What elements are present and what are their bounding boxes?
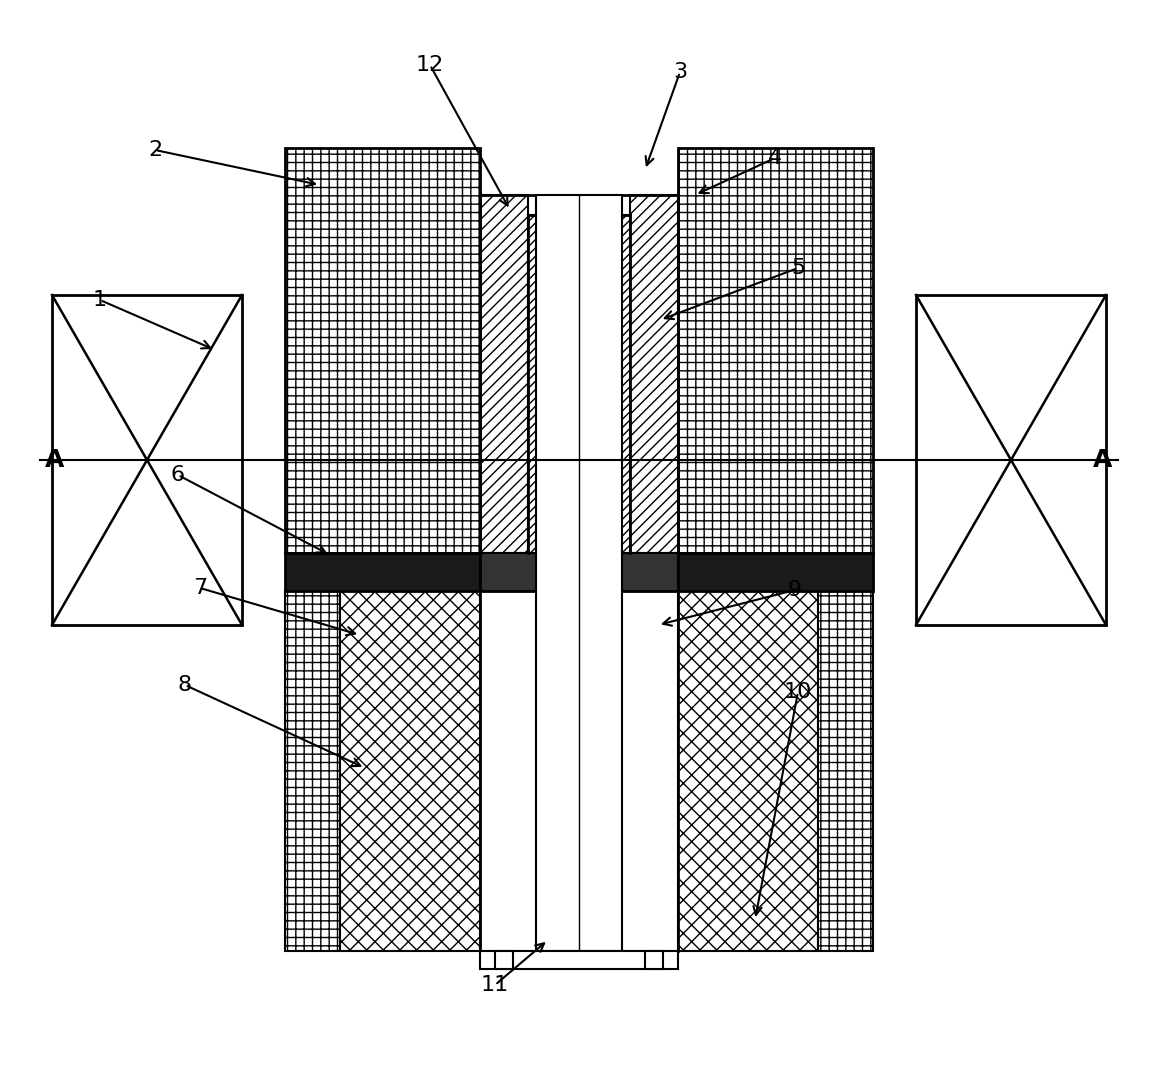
Bar: [528, 215, 630, 553]
Text: 7: 7: [193, 578, 207, 598]
Text: 4: 4: [768, 148, 782, 168]
Bar: [677, 148, 873, 553]
Text: 12: 12: [416, 55, 445, 75]
Bar: [481, 553, 677, 591]
Text: 3: 3: [673, 62, 687, 81]
Bar: [818, 591, 873, 951]
Bar: [285, 591, 340, 951]
Bar: [481, 195, 528, 553]
Bar: [481, 951, 677, 969]
Text: A: A: [45, 448, 65, 472]
Text: 8: 8: [178, 675, 192, 695]
Text: 11: 11: [481, 976, 510, 995]
Text: 5: 5: [791, 258, 805, 278]
Bar: [52, 295, 242, 625]
Bar: [916, 295, 1106, 625]
Bar: [677, 591, 818, 951]
Bar: [340, 591, 481, 951]
Bar: [285, 148, 481, 553]
Bar: [630, 195, 677, 553]
Bar: [494, 951, 513, 969]
Bar: [536, 195, 622, 951]
Bar: [645, 951, 664, 969]
Text: A: A: [1093, 448, 1113, 472]
Text: 1: 1: [93, 291, 107, 310]
Bar: [285, 553, 873, 591]
Text: 10: 10: [784, 682, 812, 702]
Text: 2: 2: [148, 140, 162, 160]
Text: 6: 6: [171, 465, 185, 485]
Text: 9: 9: [787, 580, 802, 600]
